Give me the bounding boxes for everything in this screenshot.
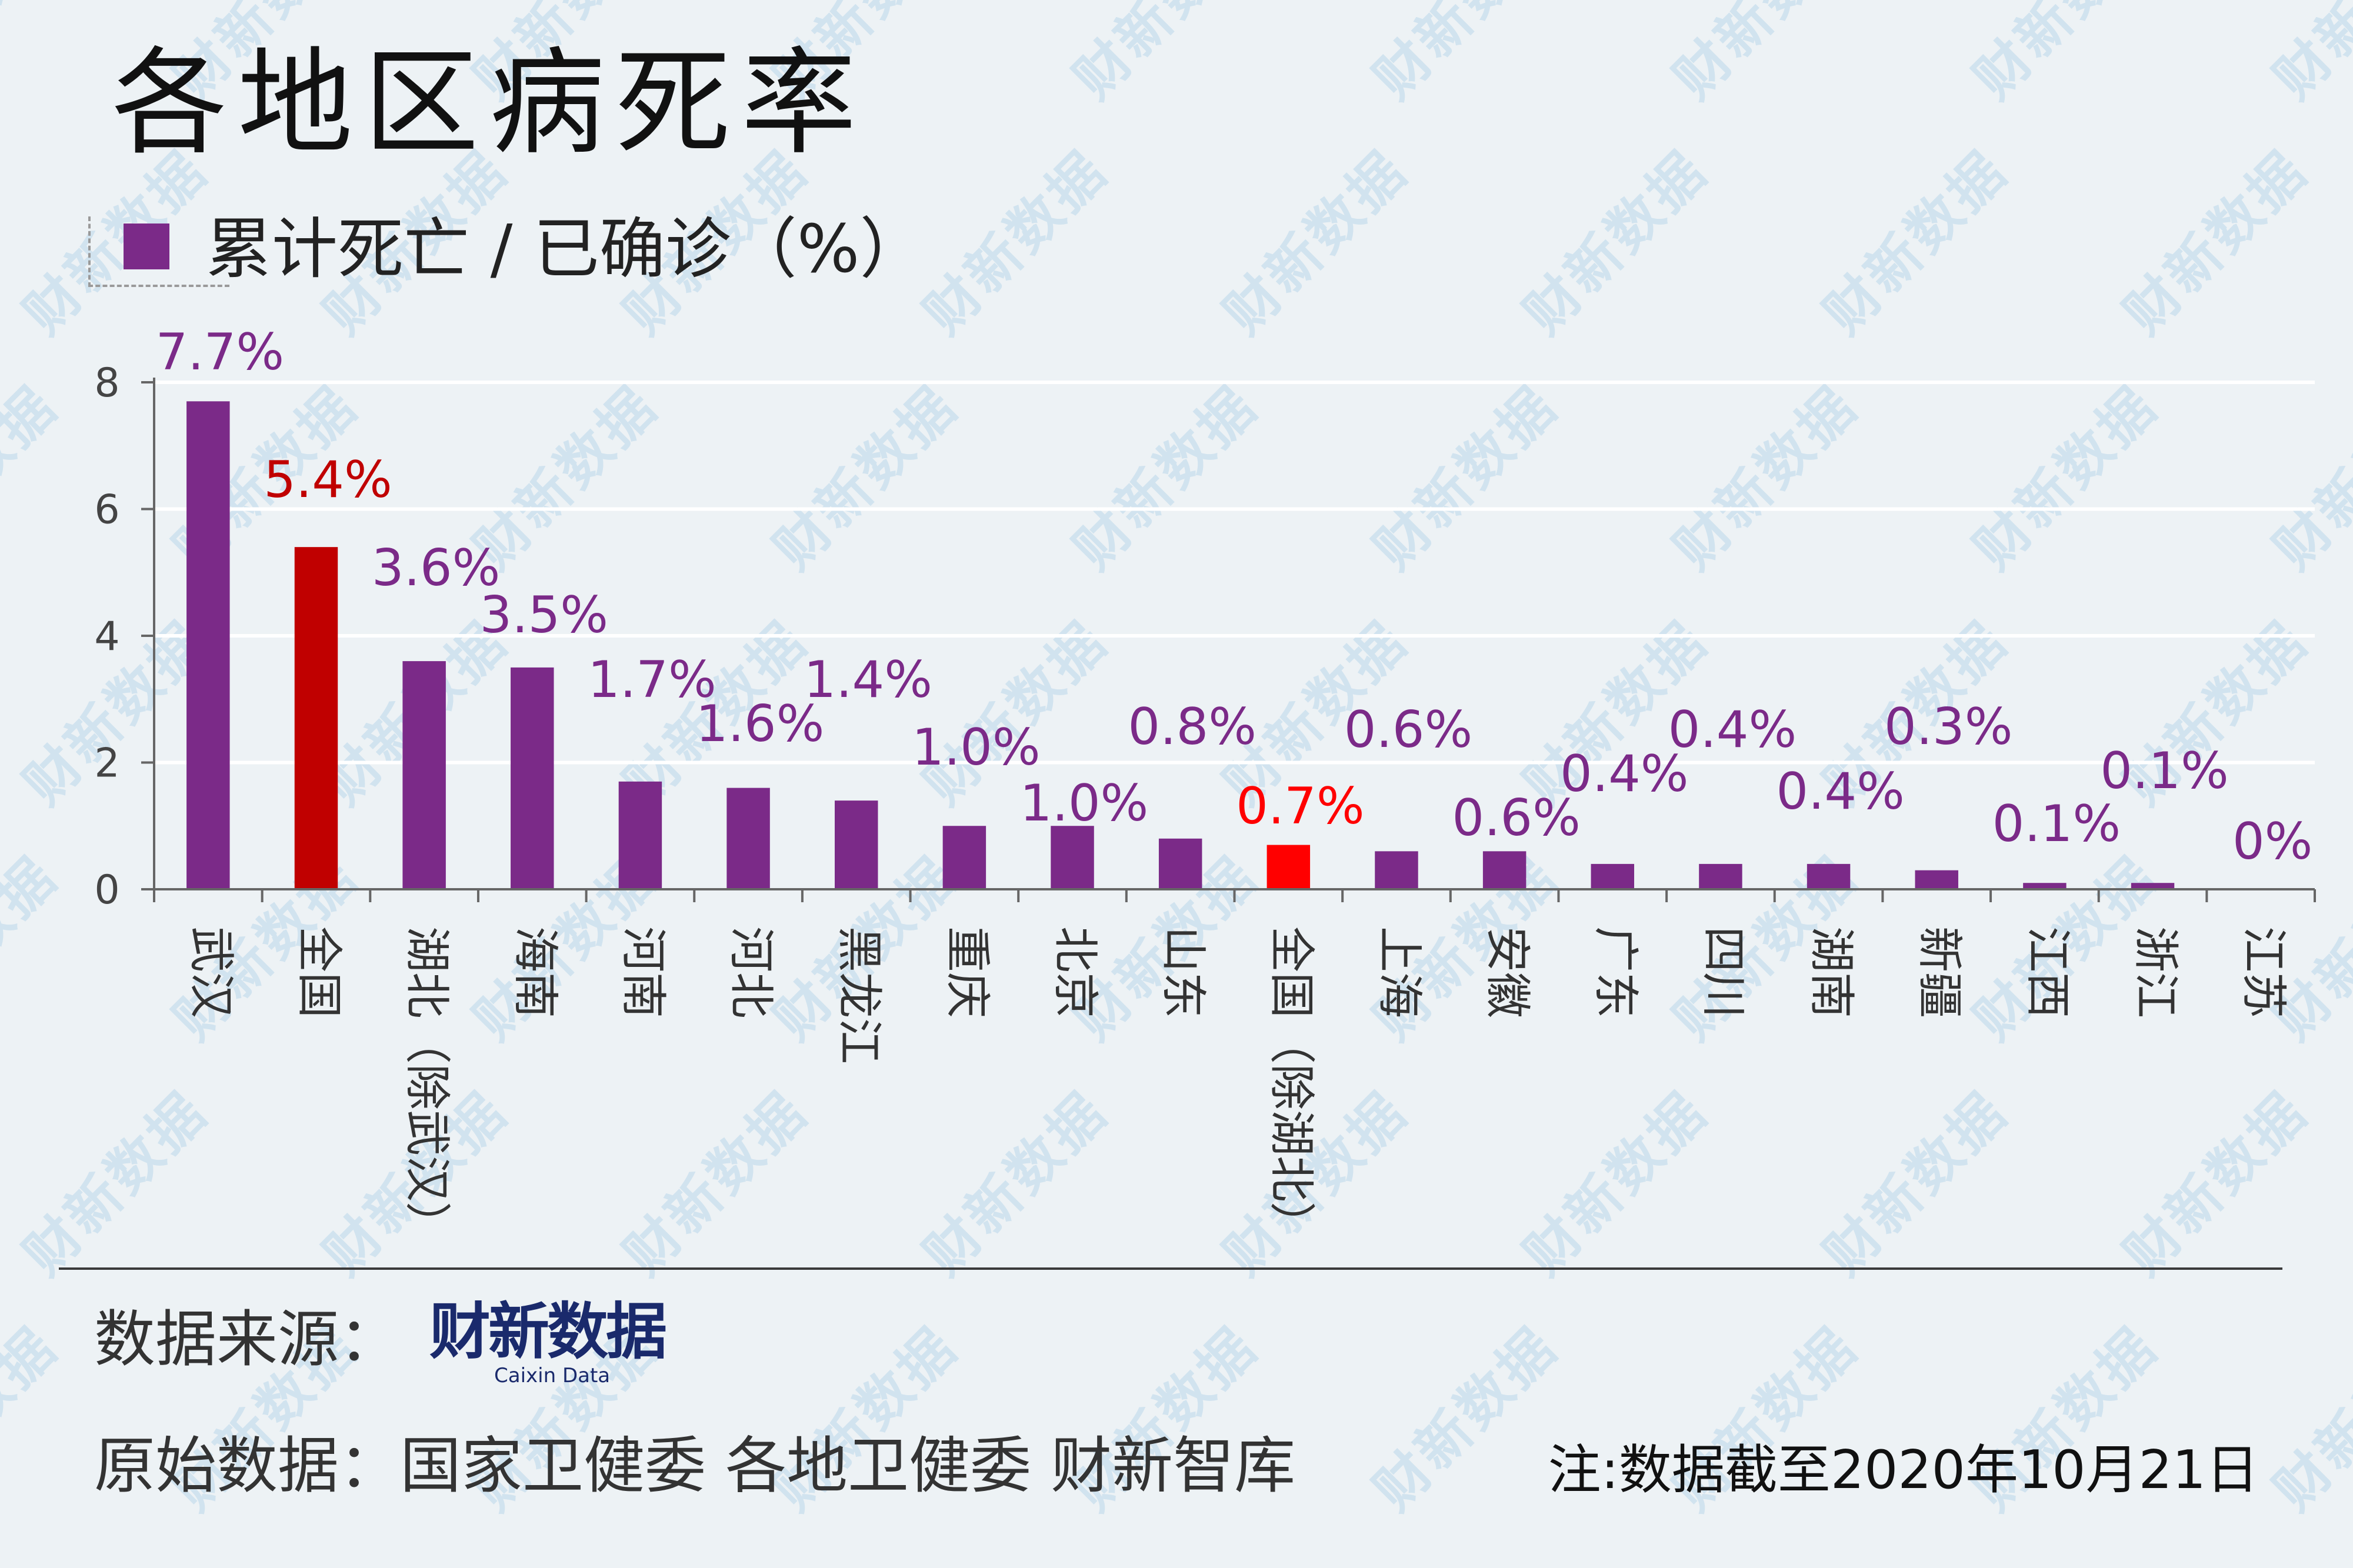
bar xyxy=(618,781,662,889)
footer-divider xyxy=(59,1267,2282,1270)
data-label: 0% xyxy=(2232,812,2312,871)
data-label: 0.3% xyxy=(1884,698,2013,756)
category-label: 新疆 xyxy=(1913,926,1966,1018)
data-label: 0.4% xyxy=(1668,700,1797,759)
bar xyxy=(1807,863,1851,889)
bar xyxy=(834,800,878,889)
category-label: 四川 xyxy=(1697,926,1749,1018)
bar xyxy=(1591,863,1635,889)
category-label: 浙江 xyxy=(2129,926,2182,1018)
data-label: 1.6% xyxy=(696,695,825,753)
legend-frame xyxy=(88,216,229,287)
category-label: 山东 xyxy=(1156,926,1209,1018)
bar xyxy=(726,788,770,889)
category-label: 北京 xyxy=(1049,926,1102,1018)
bar xyxy=(1699,863,1742,889)
caixin-data-logo: 财新数据 Caixin Data xyxy=(429,1301,676,1386)
bar xyxy=(294,547,338,889)
bar xyxy=(1267,845,1311,889)
chart-title: 各地区病死率 xyxy=(112,36,868,171)
y-tick-label: 0 xyxy=(94,867,119,913)
data-label: 0.6% xyxy=(1452,789,1581,848)
bar xyxy=(2023,883,2067,889)
data-label: 7.7% xyxy=(156,323,285,382)
category-label: 全国（除湖北） xyxy=(1265,926,1318,1247)
bar xyxy=(511,667,554,889)
category-labels: 武汉 全国 湖北（除武汉） 海南 河南 河北 黑龙江 重庆 北京 山东 全国（除湖北） 上海 安徽 广东四… xyxy=(184,926,2289,1247)
category-label: 江苏 xyxy=(2237,926,2290,1018)
data-label: 3.6% xyxy=(372,539,501,598)
category-label: 上海 xyxy=(1372,926,1425,1018)
data-label: 0.4% xyxy=(1560,745,1689,803)
category-label: 江西 xyxy=(2021,926,2074,1018)
data-labels: 7.7% 5.4% 3.6%3.5%1.7%1.6%1.4% 1.0%1.0% 0.8%… xyxy=(156,323,2313,871)
bar xyxy=(2131,883,2175,889)
data-label: 0.4% xyxy=(1776,762,1905,821)
data-label: 0.8% xyxy=(1128,698,1257,756)
data-label: 1.0% xyxy=(1020,774,1149,833)
bars xyxy=(186,401,2175,889)
legend-swatch xyxy=(124,223,169,269)
raw-data-source: 原始数据：国家卫健委 各地卫健委 财新智库 xyxy=(94,1430,1296,1502)
bar xyxy=(1915,870,1958,889)
category-label: 安徽 xyxy=(1481,926,1534,1018)
category-label: 黑龙江 xyxy=(832,926,885,1064)
data-label: 1.7% xyxy=(588,650,716,709)
category-label: 武汉 xyxy=(184,926,237,1018)
category-label: 湖南 xyxy=(1805,926,1858,1018)
bar xyxy=(1375,851,1418,889)
legend-label: 累计死亡 / 已确诊（%） xyxy=(206,211,926,288)
category-label: 湖北（除武汉） xyxy=(401,926,454,1247)
bar xyxy=(1158,838,1202,889)
data-label: 0.1% xyxy=(1992,795,2121,853)
data-label: 0.6% xyxy=(1344,700,1473,759)
bar xyxy=(402,661,446,889)
logo-text: 财新数据 xyxy=(429,1296,667,1367)
logo-subtitle: Caixin Data xyxy=(494,1364,611,1387)
axes: 0 2 4 6 8 xyxy=(94,360,2316,913)
y-tick-label: 8 xyxy=(94,360,119,406)
data-label: 0.1% xyxy=(2100,742,2229,800)
data-label: 1.4% xyxy=(804,650,932,709)
category-label: 河南 xyxy=(616,926,669,1018)
bar xyxy=(1482,851,1527,889)
category-label: 全国 xyxy=(292,926,345,1018)
category-label: 河北 xyxy=(725,926,778,1018)
y-tick-label: 4 xyxy=(94,613,119,660)
category-label: 重庆 xyxy=(941,926,994,1018)
bar xyxy=(186,401,230,889)
source-label: 数据来源： xyxy=(94,1303,401,1375)
data-label: 5.4% xyxy=(264,451,392,509)
y-tick-label: 6 xyxy=(94,487,119,533)
category-label: 广东 xyxy=(1589,926,1642,1018)
data-label: 3.5% xyxy=(480,586,609,645)
bar xyxy=(942,826,986,889)
category-label: 海南 xyxy=(508,926,561,1018)
y-tick-label: 2 xyxy=(94,740,119,787)
data-cutoff-note: 注:数据截至2020年10月21日 xyxy=(1548,1439,2259,1501)
data-label: 1.0% xyxy=(912,718,1041,777)
data-label: 0.7% xyxy=(1236,777,1365,836)
bar xyxy=(1051,826,1094,889)
